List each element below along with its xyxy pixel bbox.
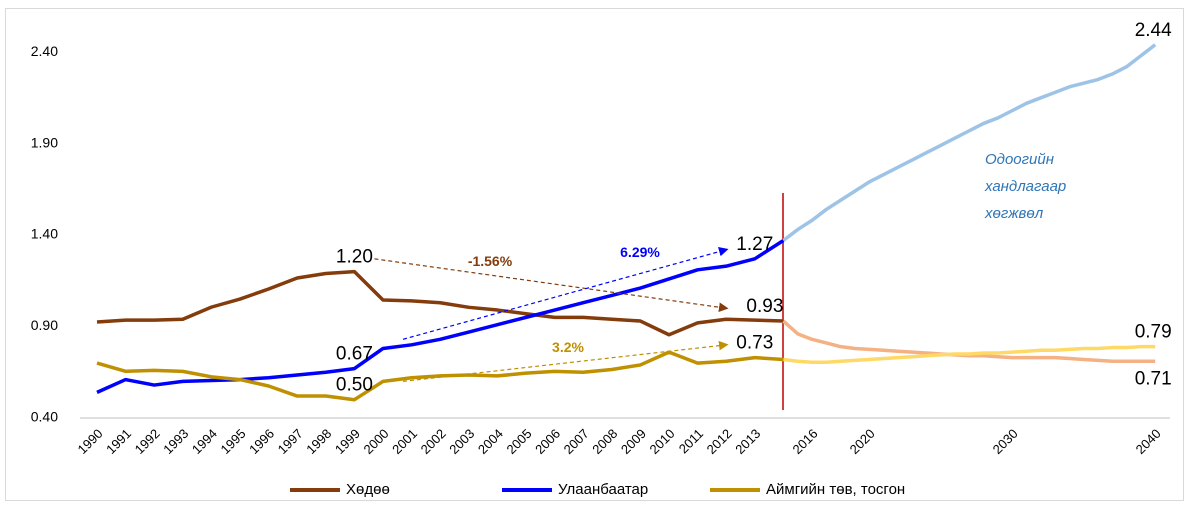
x-tick-label: 2004 [475, 426, 506, 457]
x-tick-label: 1996 [246, 426, 277, 457]
legend-label: Хөдөө [346, 481, 390, 498]
x-tick-label: 2040 [1133, 426, 1164, 457]
y-tick-label: 1.40 [31, 226, 58, 242]
x-tick-label: 1993 [160, 426, 191, 457]
x-tick-label: 2020 [847, 426, 878, 457]
x-tick-label: 1992 [132, 426, 163, 457]
chart-border [5, 8, 1184, 501]
trend-label: 6.29% [620, 244, 660, 260]
x-tick-label: 2001 [389, 426, 420, 457]
x-tick-label: 2016 [789, 426, 820, 457]
x-tick-label: 1999 [332, 426, 363, 457]
series-line [782, 43, 1157, 242]
trend-arrow [402, 246, 729, 340]
projection-note: хөгжвөл [984, 205, 1044, 222]
x-tick-label: 2013 [732, 426, 763, 457]
data-label: 0.73 [736, 333, 773, 354]
x-tick-label: 2012 [704, 426, 735, 457]
trend-arrow [402, 340, 729, 383]
data-label: 1.27 [736, 234, 773, 255]
series-line [783, 344, 1156, 364]
data-label: 0.67 [336, 344, 373, 365]
legend-label: Аймгийн төв, тосгон [766, 481, 905, 498]
series-line [96, 350, 784, 402]
x-tick-label: 2006 [532, 426, 563, 457]
x-tick-label: 2002 [418, 426, 449, 457]
trend-label: -1.56% [468, 253, 513, 269]
y-tick-label: 2.40 [31, 43, 58, 59]
x-tick-label: 2008 [589, 426, 620, 457]
projection-note: Одоогийн [985, 151, 1054, 168]
y-tick-label: 0.90 [31, 317, 58, 333]
x-tick-label: 2010 [646, 426, 677, 457]
x-tick-label: 2003 [446, 426, 477, 457]
x-tick-label: 1994 [189, 426, 220, 457]
series-line [96, 269, 784, 337]
x-tick-label: 1991 [103, 426, 134, 457]
x-tick-label: 2030 [990, 426, 1021, 457]
y-tick-label: 0.40 [31, 409, 58, 425]
trend-arrow [374, 258, 729, 312]
data-label: 0.93 [746, 296, 783, 317]
x-tick-label: 1998 [303, 426, 334, 457]
series-line [782, 319, 1156, 364]
data-label: 2.44 [1135, 20, 1172, 41]
series-line [96, 239, 785, 394]
data-label: 0.79 [1135, 322, 1172, 343]
projection-note: хандлагаар [984, 178, 1066, 195]
data-label: 1.20 [336, 247, 373, 268]
data-label: 0.71 [1135, 368, 1172, 389]
x-tick-label: 2007 [561, 426, 592, 457]
x-tick-label: 1997 [275, 426, 306, 457]
x-tick-label: 2000 [360, 426, 391, 457]
trend-label: 3.2% [552, 339, 584, 355]
y-tick-label: 1.90 [31, 134, 58, 150]
x-tick-label: 1990 [74, 426, 105, 457]
x-tick-label: 2005 [503, 426, 534, 457]
data-label: 0.50 [336, 375, 373, 396]
legend-label: Улаанбаатар [558, 481, 648, 498]
x-tick-label: 1995 [217, 426, 248, 457]
x-tick-label: 2011 [676, 426, 706, 456]
x-tick-label: 2009 [618, 426, 649, 457]
